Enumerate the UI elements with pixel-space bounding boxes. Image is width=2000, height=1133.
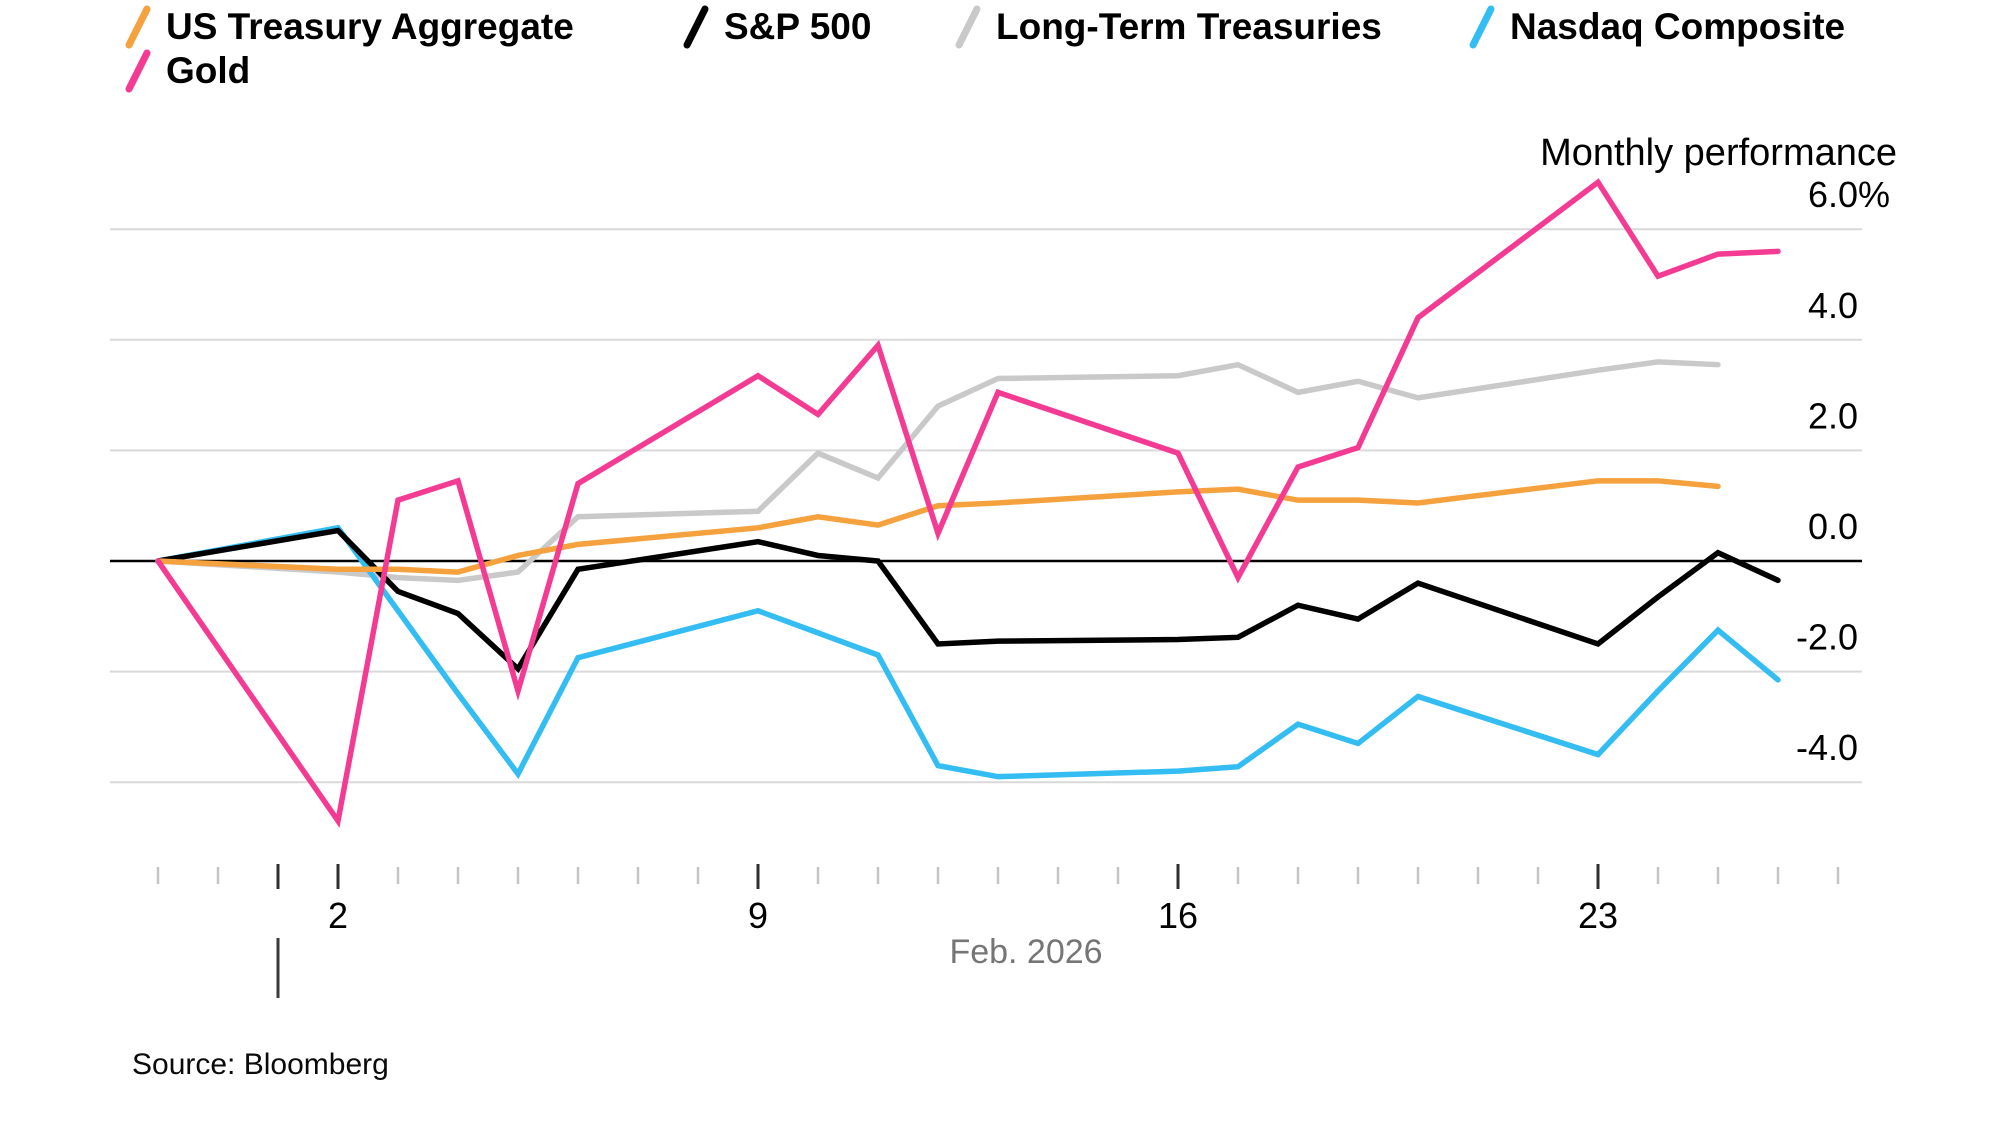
x-axis-month-label: Feb. 2026	[949, 933, 1102, 971]
series-swatch-icon	[125, 49, 151, 93]
y-axis-tick-label: 2.0	[1808, 395, 1858, 436]
series-swatch-icon	[125, 5, 151, 49]
legend-item-us-treasury-aggregate[interactable]: US Treasury Aggregate	[124, 4, 574, 50]
legend-item-nasdaq-composite[interactable]: Nasdaq Composite	[1468, 4, 1845, 50]
y-axis-tick-label: 6.0%	[1808, 174, 1890, 215]
legend-item-label: US Treasury Aggregate	[166, 6, 574, 47]
series-line-gold	[155, 178, 1781, 828]
legend-item-label: Nasdaq Composite	[1510, 6, 1846, 47]
legend-item-s-p-500[interactable]: S&P 500	[682, 4, 871, 50]
x-axis-tick-label: 23	[1578, 895, 1618, 936]
x-axis-tick-label: 16	[1158, 895, 1198, 936]
series-swatch-icon	[955, 5, 981, 49]
source-label: Source: Bloomberg	[132, 1048, 389, 1081]
legend-item-gold[interactable]: Gold	[124, 48, 250, 94]
series-line-us-treasury-aggregate	[155, 478, 1721, 575]
series-line-nasdaq-composite	[155, 524, 1781, 780]
y-axis-tick-label: 4.0	[1808, 285, 1858, 326]
x-axis-tick-label: 9	[748, 895, 768, 936]
y-axis-tick-label: 0.0	[1808, 506, 1858, 547]
y-axis-tick-label: -4.0	[1796, 727, 1858, 768]
legend-item-label: Long-Term Treasuries	[996, 6, 1382, 47]
legend-item-label: Gold	[166, 50, 251, 91]
legend-item-label: S&P 500	[724, 6, 872, 47]
chart-title: Monthly performance	[1540, 132, 1897, 174]
y-axis-tick-label: -2.0	[1796, 617, 1858, 658]
series-line-s-p-500	[155, 527, 1781, 674]
series-swatch-icon	[1469, 5, 1495, 49]
legend-item-long-term-treasuries[interactable]: Long-Term Treasuries	[954, 4, 1382, 50]
series-line-long-term-treasuries	[155, 359, 1721, 584]
series-swatch-icon	[683, 5, 709, 49]
x-axis-tick-label: 2	[328, 895, 348, 936]
